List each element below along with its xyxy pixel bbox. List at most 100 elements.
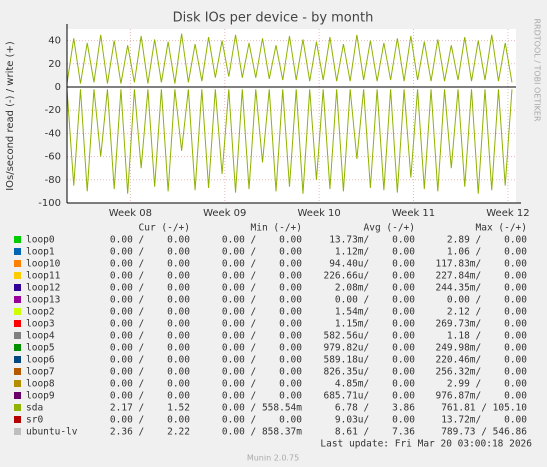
series-line — [66, 33, 513, 84]
legend-stat: 117.83m/ 0.00 — [435, 259, 527, 270]
legend-swatch — [14, 356, 21, 363]
legend-stat: 2.36 / 2.22 — [110, 427, 190, 438]
legend-label: loop13 — [26, 295, 60, 306]
y-tick-label: -20 — [45, 105, 61, 116]
legend-label: sr0 — [26, 415, 43, 426]
footer: Munin 2.0.75 — [247, 454, 299, 463]
legend-label: loop1 — [26, 247, 55, 258]
legend-stat: 0.00 / 0.00 — [222, 319, 302, 330]
legend-stat: 0.00 / 0.00 — [222, 415, 302, 426]
legend-swatch — [14, 332, 21, 339]
legend-swatch — [14, 392, 21, 399]
legend-stat: 0.00 / 0.00 — [222, 355, 302, 366]
x-tick-label: Week 10 — [297, 208, 340, 219]
legend-stat: 1.06 / 0.00 — [447, 247, 527, 258]
legend-stat: 0.00 / 0.00 — [447, 295, 527, 306]
legend-stat: 9.03u/ 0.00 — [335, 415, 415, 426]
legend-swatch — [14, 368, 21, 375]
x-tick-label: Week 09 — [203, 208, 246, 219]
legend-stat: 0.00 / 0.00 — [222, 283, 302, 294]
legend-stat: 0.00 / 0.00 — [222, 259, 302, 270]
legend-swatch — [14, 272, 21, 279]
legend-stat: 0.00 / 0.00 — [110, 307, 190, 318]
legend-stat: 2.08m/ 0.00 — [335, 283, 415, 294]
legend-stat: 0.00 / 0.00 — [110, 259, 190, 270]
legend-stat: 0.00 / 0.00 — [222, 307, 302, 318]
legend-stat: 0.00 / 0.00 — [222, 247, 302, 258]
legend-header: Max (-/+) — [476, 223, 527, 234]
legend-swatch — [14, 260, 21, 267]
legend-label: loop2 — [26, 307, 55, 318]
legend-swatch — [14, 284, 21, 291]
legend-stat: 2.99 / 0.00 — [447, 379, 527, 390]
watermark: RRDTOOL / TOBI OETIKER — [533, 18, 542, 121]
legend-stat: 0.00 / 858.37m — [222, 427, 302, 438]
legend-label: loop7 — [26, 367, 55, 378]
legend-stat: 761.81 / 105.10 — [441, 403, 527, 414]
legend-stat: 0.00 / 0.00 — [222, 343, 302, 354]
legend-stat: 0.00 / 0.00 — [110, 295, 190, 306]
legend-header: Min (-/+) — [251, 223, 302, 234]
legend-stat: 1.54m/ 0.00 — [335, 307, 415, 318]
legend-swatch — [14, 344, 21, 351]
legend-stat: 582.56u/ 0.00 — [323, 331, 415, 342]
legend-stat: 269.73m/ 0.00 — [435, 319, 527, 330]
legend-stat: 13.73m/ 0.00 — [329, 235, 415, 246]
legend-stat: 0.00 / 0.00 — [110, 367, 190, 378]
legend-stat: 2.17 / 1.52 — [110, 403, 190, 414]
y-tick-label: 0 — [55, 82, 61, 93]
legend-swatch — [14, 380, 21, 387]
y-tick-label: -80 — [45, 175, 61, 186]
legend-stat: 0.00 / 0.00 — [110, 331, 190, 342]
legend-stat: 0.00 / 0.00 — [110, 379, 190, 390]
legend-stat: 256.32m/ 0.00 — [435, 367, 527, 378]
legend-stat: 0.00 / 0.00 — [222, 367, 302, 378]
legend-swatch — [14, 416, 21, 423]
legend-label: loop10 — [26, 259, 61, 270]
legend-label: sda — [26, 403, 43, 414]
legend-swatch — [14, 296, 21, 303]
legend-stat: 94.40u/ 0.00 — [329, 259, 415, 270]
last-update: Last update: Fri Mar 20 03:00:18 2026 — [320, 439, 532, 450]
legend-stat: 2.12 / 0.00 — [447, 307, 527, 318]
legend-label: loop8 — [26, 379, 55, 390]
y-tick-label: -40 — [45, 128, 61, 139]
x-tick-label: Week 12 — [486, 208, 529, 219]
legend-stat: 0.00 / 0.00 — [222, 331, 302, 342]
legend-stat: 0.00 / 0.00 — [110, 391, 190, 402]
legend-stat: 227.84m/ 0.00 — [435, 271, 527, 282]
legend-stat: 0.00 / 0.00 — [110, 343, 190, 354]
legend-label: loop11 — [26, 271, 61, 282]
legend-stat: 0.00 / 0.00 — [110, 235, 190, 246]
legend-swatch — [14, 248, 21, 255]
legend-stat: 2.89 / 0.00 — [447, 235, 527, 246]
legend-stat: 13.72m/ 0.00 — [441, 415, 527, 426]
legend-stat: 0.00 / 0.00 — [110, 247, 190, 258]
legend-swatch — [14, 236, 21, 243]
legend-stat: 0.00 / 0.00 — [222, 271, 302, 282]
legend-stat: 979.82u/ 0.00 — [323, 343, 415, 354]
legend-stat: 0.00 / 0.00 — [110, 355, 190, 366]
legend-stat: 1.18 / 0.00 — [447, 331, 527, 342]
legend-stat: 0.00 / 0.00 — [222, 235, 302, 246]
legend-swatch — [14, 428, 21, 435]
series-line — [66, 89, 513, 194]
legend-stat: 826.35u/ 0.00 — [323, 367, 415, 378]
plot-area — [67, 29, 516, 203]
legend-stat: 0.00 / 0.00 — [110, 319, 190, 330]
legend-swatch — [14, 320, 21, 327]
legend-stat: 1.12m/ 0.00 — [335, 247, 415, 258]
x-tick-label: Week 11 — [392, 208, 435, 219]
legend-stat: 685.71u/ 0.00 — [323, 391, 415, 402]
legend-stat: 6.78 / 3.86 — [335, 403, 415, 414]
legend-stat: 0.00 / 0.00 — [335, 295, 415, 306]
legend-label: loop0 — [26, 235, 55, 246]
legend-header: Avg (-/+) — [364, 223, 415, 234]
legend-label: loop12 — [26, 283, 60, 294]
chart-title: Disk IOs per device - by month — [173, 11, 374, 26]
legend-stat: 4.85m/ 0.00 — [335, 379, 415, 390]
legend-stat: 0.00 / 0.00 — [222, 379, 302, 390]
x-tick-label: Week 08 — [109, 208, 152, 219]
legend-stat: 220.46m/ 0.00 — [435, 355, 527, 366]
legend-stat: 0.00 / 0.00 — [110, 271, 190, 282]
